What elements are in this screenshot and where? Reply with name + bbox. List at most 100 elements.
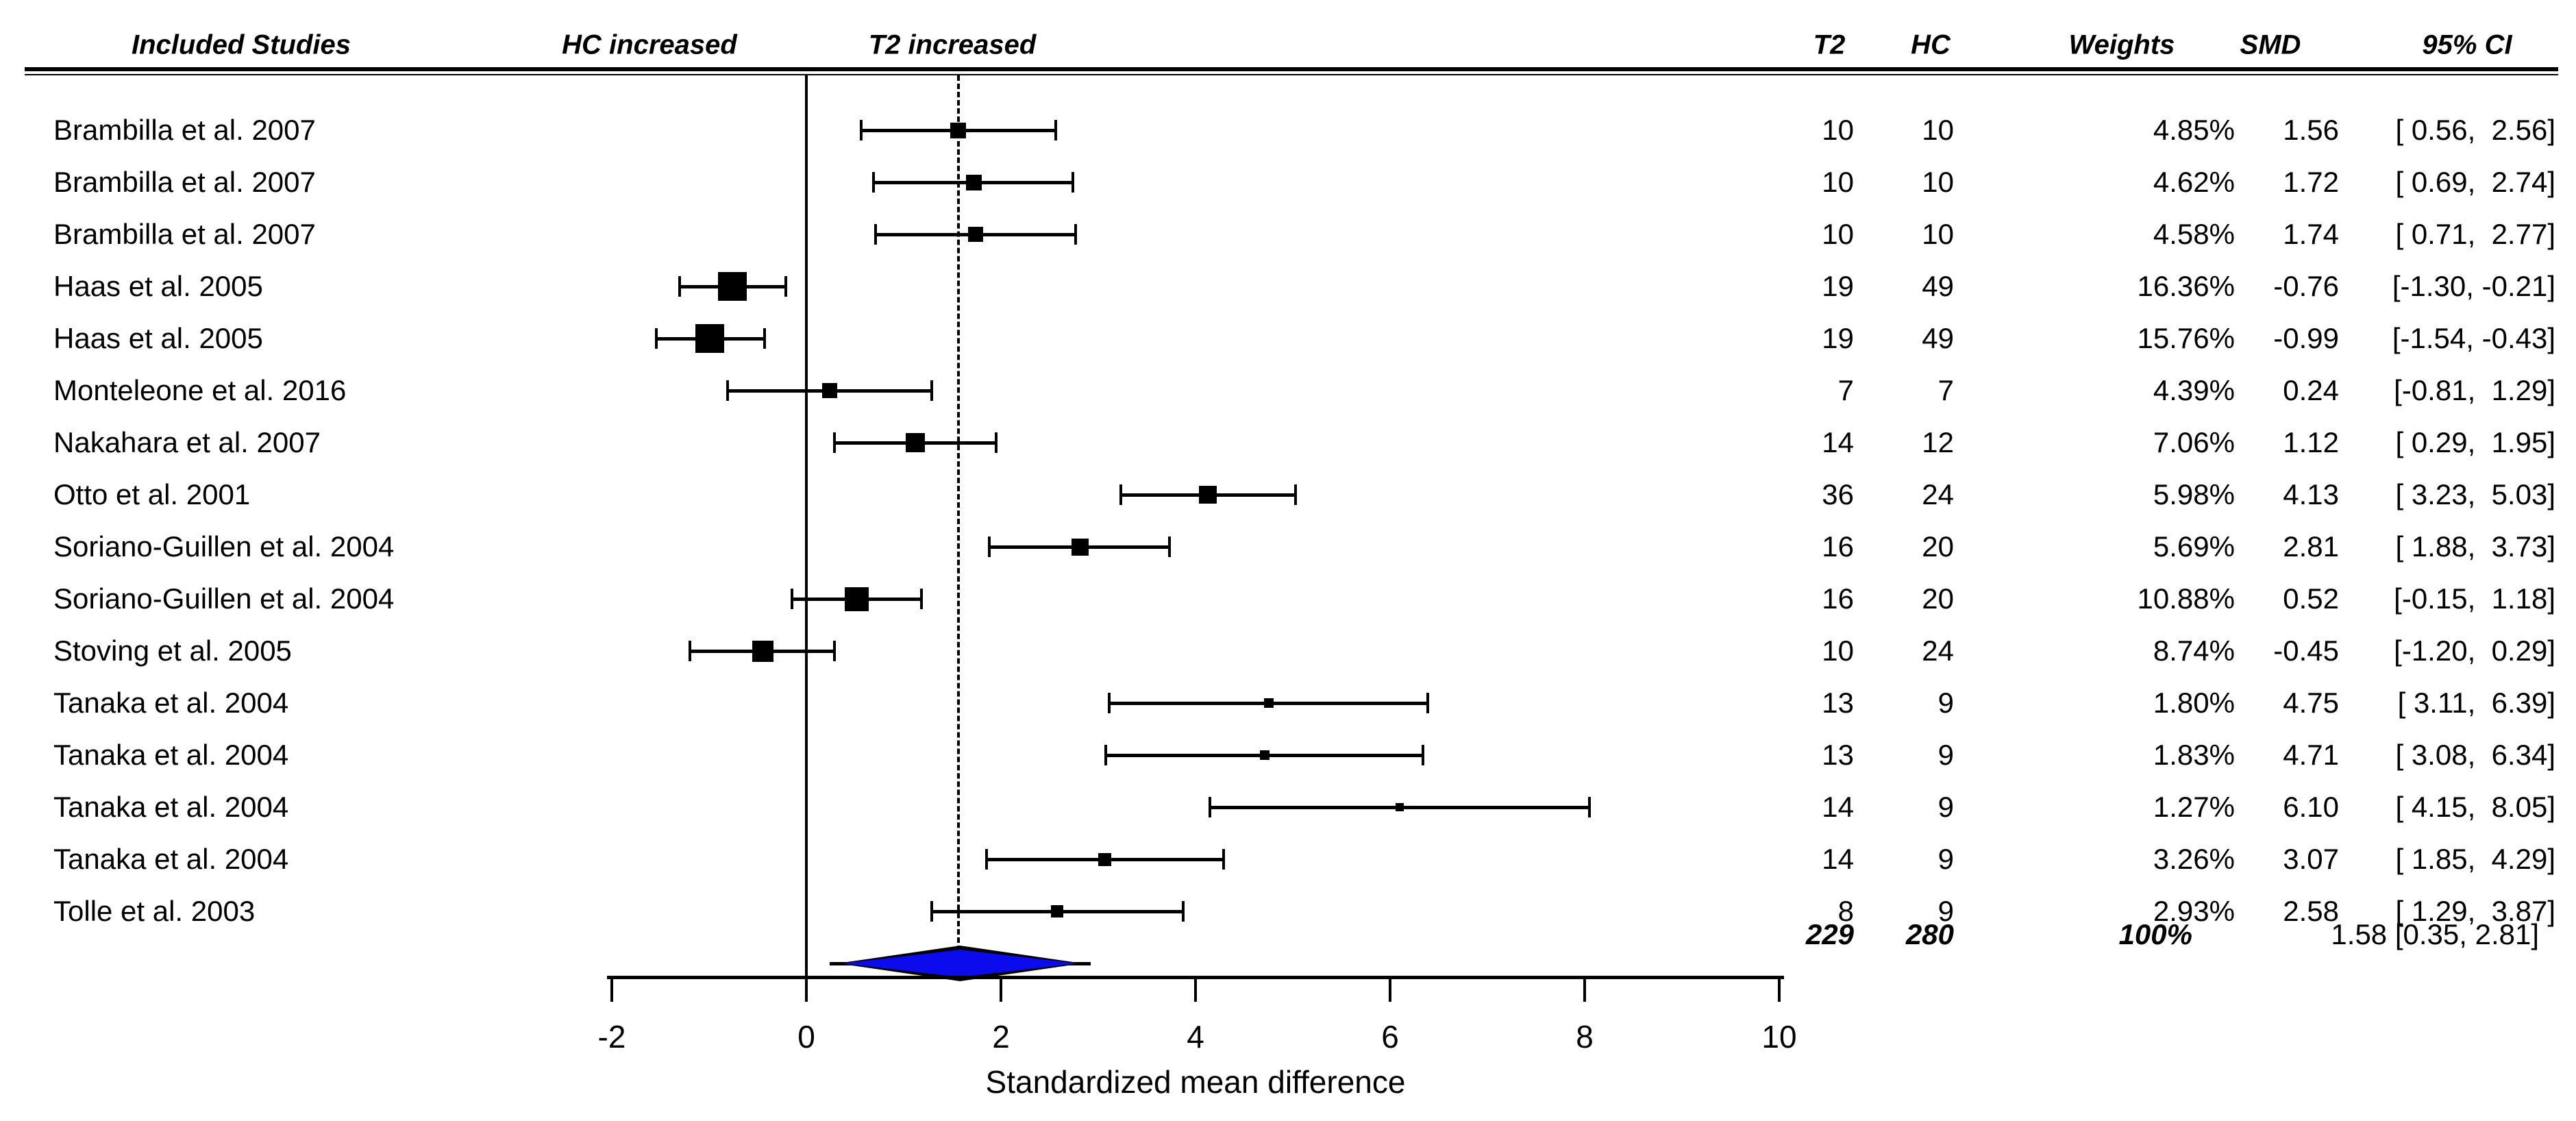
ci-cap-left <box>655 328 658 349</box>
effect-size-box <box>845 587 869 611</box>
ci-cap-right <box>1181 901 1185 922</box>
ci-value: [-0.81, 1.29] <box>2394 374 2555 406</box>
x-axis-tick-label: -2 <box>597 1019 626 1055</box>
hc-count: 49 <box>1922 322 1954 354</box>
column-header-95ci: 95% CI <box>2422 29 2512 60</box>
hc-count: 12 <box>1922 426 1954 458</box>
ci-cap-right <box>1167 537 1171 557</box>
ci-cap-right <box>1222 849 1226 870</box>
ci-cap-right <box>994 432 998 453</box>
ci-value: [-1.20, 0.29] <box>2394 635 2555 667</box>
weight-value: 1.83% <box>2153 739 2235 771</box>
smd-value: 1.74 <box>2283 218 2339 250</box>
effect-size-box <box>968 227 984 242</box>
study-label: Brambilla et al. 2007 <box>53 114 316 146</box>
ci-cap-right <box>1054 120 1057 140</box>
smd-value: -0.45 <box>2273 635 2339 667</box>
ci-value: [ 4.15, 8.05] <box>2395 791 2555 823</box>
study-label: Tanaka et al. 2004 <box>53 791 289 823</box>
effect-size-box <box>695 324 725 353</box>
hc-count: 10 <box>1922 114 1954 146</box>
weight-value: 16.36% <box>2137 270 2235 302</box>
weight-value: 1.27% <box>2153 791 2235 823</box>
weight-value: 7.06% <box>2153 426 2235 458</box>
ci-cap-right <box>1074 224 1078 245</box>
study-label: Brambilla et al. 2007 <box>53 166 316 198</box>
ci-value: [ 3.11, 6.39] <box>2397 687 2555 719</box>
ci-value: [-1.54, -0.43] <box>2392 322 2555 354</box>
x-axis-tick-label: 10 <box>1761 1019 1797 1055</box>
x-axis-tick <box>1389 976 1391 1002</box>
x-axis-tick <box>1583 976 1586 1002</box>
effect-size-box <box>965 174 982 190</box>
study-label: Monteleone et al. 2016 <box>53 374 347 406</box>
weight-value: 4.85% <box>2153 114 2235 146</box>
smd-value: 1.12 <box>2283 426 2339 458</box>
ci-cap-left <box>678 276 682 297</box>
study-label: Haas et al. 2005 <box>53 322 263 354</box>
t2-count: 13 <box>1822 739 1854 771</box>
ci-cap-left <box>1119 484 1122 505</box>
x-axis-tick-label: 8 <box>1576 1019 1594 1055</box>
weight-value: 10.88% <box>2137 582 2235 615</box>
x-axis-tick <box>1000 976 1002 1002</box>
smd-value: 4.13 <box>2283 478 2339 510</box>
ci-cap-left <box>790 589 793 609</box>
t2-count: 10 <box>1822 166 1854 198</box>
ci-cap-left <box>930 901 934 922</box>
t2-count: 19 <box>1822 270 1854 302</box>
weight-value: 8.74% <box>2153 635 2235 667</box>
study-label: Stoving et al. 2005 <box>53 635 292 667</box>
x-axis-tick-label: 0 <box>797 1019 815 1055</box>
smd-value: 1.72 <box>2283 166 2339 198</box>
study-label: Soriano-Guillen et al. 2004 <box>53 582 395 615</box>
ci-value: [ 1.85, 4.29] <box>2395 843 2555 875</box>
x-axis-tick-label: 2 <box>992 1019 1010 1055</box>
t2-count: 10 <box>1822 635 1854 667</box>
hc-count: 24 <box>1922 635 1954 667</box>
ci-value: [ 1.88, 3.73] <box>2395 530 2555 563</box>
ci-cap-right <box>833 641 837 661</box>
column-header-hc: HC <box>1911 29 1950 60</box>
x-axis-tick <box>1778 976 1781 1002</box>
study-label: Otto et al. 2001 <box>53 478 251 510</box>
hc-count: 10 <box>1922 166 1954 198</box>
column-header-t2: T2 <box>1813 29 1846 60</box>
summary-dashed-line <box>957 75 960 951</box>
ci-value: [-0.15, 1.18] <box>2394 582 2555 615</box>
x-axis-title: Standardized mean difference <box>985 1064 1406 1100</box>
weight-value: 15.76% <box>2137 322 2235 354</box>
smd-value: 0.24 <box>2283 374 2339 406</box>
ci-value: [ 0.56, 2.56] <box>2395 114 2555 146</box>
ci-cap-left <box>833 432 837 453</box>
ci-cap-right <box>784 276 788 297</box>
ci-cap-left <box>688 641 691 661</box>
weight-value: 1.80% <box>2153 687 2235 719</box>
study-label: Soriano-Guillen et al. 2004 <box>53 530 395 563</box>
effect-size-box <box>1396 803 1404 811</box>
summary-diamond <box>843 950 1077 977</box>
hc-count: 20 <box>1922 582 1954 615</box>
weight-value: 4.58% <box>2153 218 2235 250</box>
ci-value: [ 3.08, 6.34] <box>2395 739 2555 771</box>
smd-value: 4.75 <box>2283 687 2339 719</box>
weight-value: 4.39% <box>2153 374 2235 406</box>
ci-cap-left <box>871 172 875 193</box>
ci-value: [ 3.23, 5.03] <box>2395 478 2555 510</box>
smd-value: -0.99 <box>2273 322 2339 354</box>
ci-cap-left <box>1107 693 1111 713</box>
ci-cap-left <box>726 380 729 401</box>
effect-size-box <box>752 640 773 662</box>
hc-count: 20 <box>1922 530 1954 563</box>
ci-cap-right <box>1588 797 1592 817</box>
effect-size-box <box>1098 852 1112 866</box>
effect-size-box <box>1051 905 1064 917</box>
t2-count: 8 <box>1837 895 1854 927</box>
smd-value: -0.76 <box>2273 270 2339 302</box>
t2-count: 14 <box>1822 843 1854 875</box>
ci-cap-left <box>1209 797 1212 817</box>
hc-count: 9 <box>1937 687 1954 719</box>
effect-size-box <box>718 272 747 301</box>
study-label: Tanaka et al. 2004 <box>53 687 289 719</box>
